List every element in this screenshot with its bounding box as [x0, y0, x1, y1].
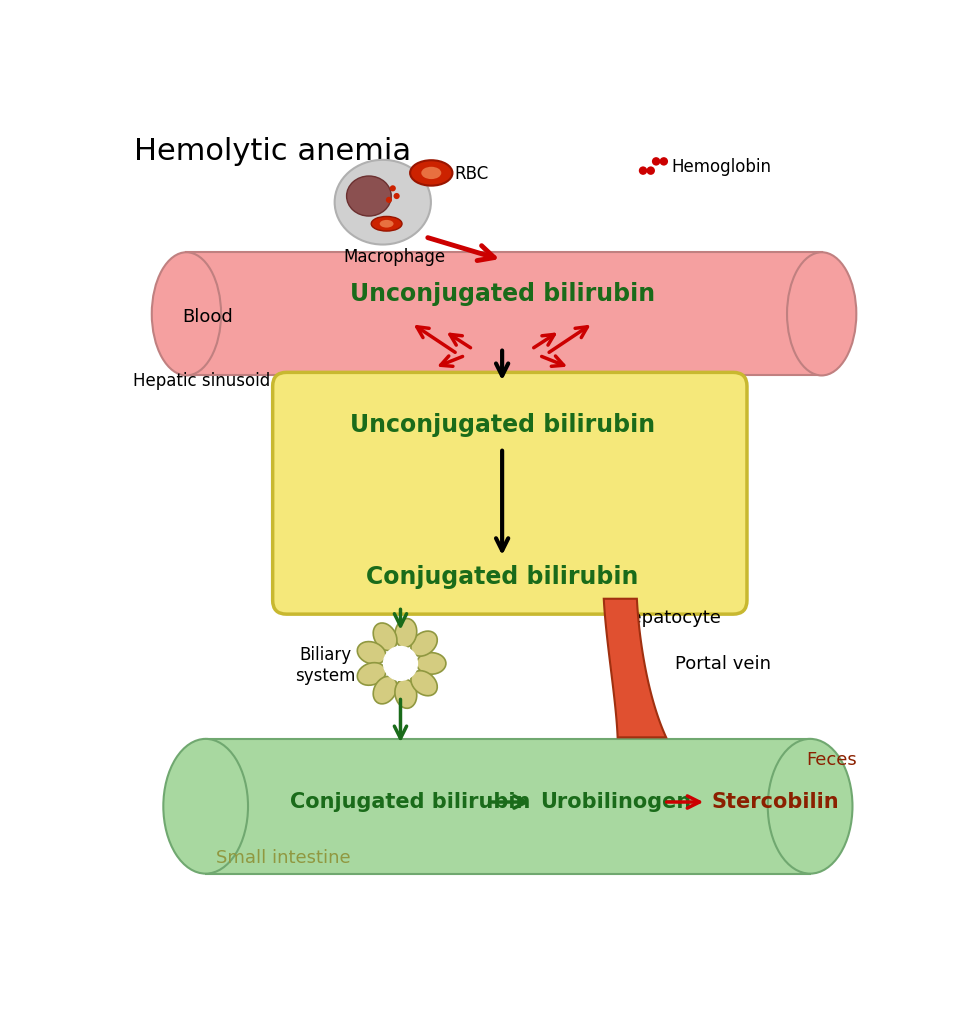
Text: RBC: RBC: [454, 166, 488, 183]
Text: Blood: Blood: [182, 308, 233, 326]
Text: Portal vein: Portal vein: [675, 655, 771, 673]
Circle shape: [383, 646, 417, 680]
Ellipse shape: [334, 160, 430, 245]
Ellipse shape: [417, 652, 445, 674]
Ellipse shape: [421, 167, 441, 179]
Ellipse shape: [163, 739, 247, 873]
Circle shape: [638, 166, 646, 175]
Ellipse shape: [767, 739, 852, 873]
Text: Conjugated bilirubin: Conjugated bilirubin: [290, 792, 530, 812]
Circle shape: [393, 193, 399, 199]
Polygon shape: [603, 599, 665, 737]
Ellipse shape: [411, 671, 437, 695]
Ellipse shape: [371, 216, 402, 231]
FancyBboxPatch shape: [186, 252, 821, 376]
Ellipse shape: [411, 631, 437, 656]
Ellipse shape: [394, 618, 417, 647]
Circle shape: [645, 166, 654, 175]
Text: Unconjugated bilirubin: Unconjugated bilirubin: [349, 282, 654, 306]
Circle shape: [385, 197, 391, 203]
Ellipse shape: [379, 220, 393, 227]
Text: Hepatic sinusoid: Hepatic sinusoid: [132, 372, 270, 389]
Ellipse shape: [394, 679, 417, 709]
Text: Hemoglobin: Hemoglobin: [671, 158, 771, 176]
Text: Stercobilin: Stercobilin: [711, 792, 838, 812]
Ellipse shape: [357, 663, 385, 685]
Ellipse shape: [410, 160, 452, 185]
Text: Urobilinogen: Urobilinogen: [540, 792, 691, 812]
Text: Unconjugated bilirubin: Unconjugated bilirubin: [349, 413, 654, 436]
Ellipse shape: [373, 623, 396, 650]
Text: Small intestine: Small intestine: [215, 850, 350, 867]
Circle shape: [659, 157, 667, 166]
FancyBboxPatch shape: [273, 373, 746, 614]
Text: Biliary
system: Biliary system: [295, 646, 355, 685]
Ellipse shape: [152, 252, 221, 376]
Circle shape: [389, 185, 395, 191]
FancyBboxPatch shape: [205, 739, 810, 873]
Text: Hemolytic anemia: Hemolytic anemia: [134, 137, 411, 166]
Text: Conjugated bilirubin: Conjugated bilirubin: [366, 565, 638, 589]
Text: Macrophage: Macrophage: [343, 249, 445, 266]
Ellipse shape: [786, 252, 856, 376]
Text: Feces: Feces: [806, 752, 856, 769]
Ellipse shape: [357, 642, 385, 665]
Text: Hepatocyte: Hepatocyte: [617, 609, 721, 628]
Ellipse shape: [346, 176, 391, 216]
Circle shape: [651, 157, 660, 166]
Ellipse shape: [373, 676, 396, 703]
